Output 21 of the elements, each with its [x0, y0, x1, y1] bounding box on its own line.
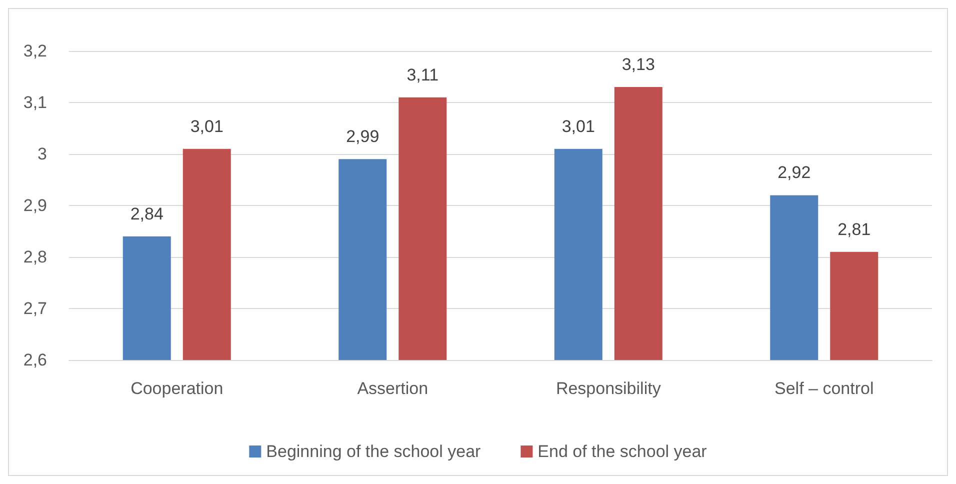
y-tick-label: 3: [38, 144, 47, 164]
x-tick-label: Assertion: [357, 379, 428, 398]
legend-label: Beginning of the school year: [266, 442, 482, 461]
y-tick-label: 2,8: [23, 248, 47, 266]
data-label: 3,01: [562, 116, 595, 136]
data-label: 3,13: [622, 55, 655, 74]
y-tick-label: 2,6: [23, 350, 47, 370]
x-tick-label: Responsibility: [556, 379, 662, 398]
data-label: 3,01: [190, 116, 224, 136]
x-tick-label: Cooperation: [130, 379, 224, 398]
data-label: 3,11: [406, 65, 439, 84]
data-label: 2,99: [346, 127, 380, 146]
y-tick-label: 3,1: [23, 93, 47, 112]
y-tick-label: 2,7: [23, 299, 47, 318]
data-label: 2,84: [130, 204, 164, 224]
legend-label: End of the school year: [538, 442, 708, 461]
data-label: 2,81: [838, 220, 871, 239]
y-tick-label: 3,2: [23, 42, 47, 60]
data-label: 2,92: [778, 163, 811, 182]
x-tick-label: Self – control: [774, 379, 874, 398]
y-tick-label: 2,9: [23, 196, 47, 215]
